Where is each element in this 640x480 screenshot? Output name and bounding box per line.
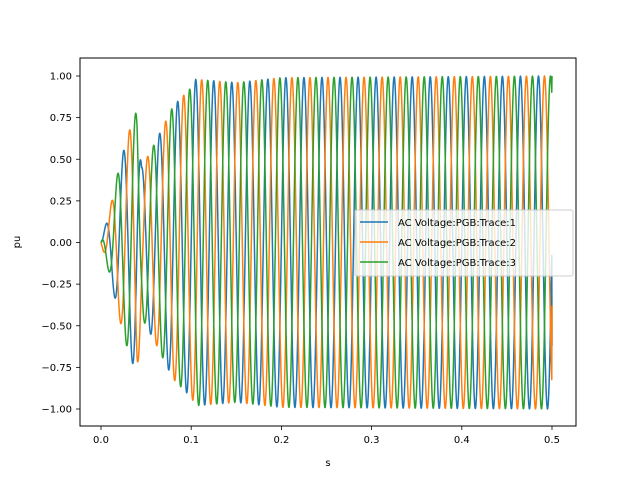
legend-item-trace-2: AC Voltage:PGB:Trace:2 xyxy=(360,238,516,249)
y-axis-ticks: 1.00 0.75 0.50 0.25 0.00 −0.25 −0.50 −0.75 −1.00 xyxy=(41,72,80,416)
x-tick-label: 0.4 xyxy=(454,435,470,446)
x-tick-label: 0.1 xyxy=(183,435,199,446)
x-tick-label: 0.0 xyxy=(93,435,109,446)
series-line-trace-3 xyxy=(100,75,553,410)
plot-frame xyxy=(79,57,577,427)
series-line-trace-1 xyxy=(100,75,553,410)
legend-box xyxy=(354,209,574,277)
legend-item-trace-1: AC Voltage:PGB:Trace:1 xyxy=(360,218,516,229)
y-tick-label: 0.00 xyxy=(50,238,72,249)
y-tick-label: 0.50 xyxy=(50,155,72,166)
y-tick-label: −1.00 xyxy=(41,405,72,416)
y-tick-label: 0.75 xyxy=(50,113,72,124)
legend-label-trace-3: AC Voltage:PGB:Trace:3 xyxy=(398,258,516,269)
x-tick-label: 0.3 xyxy=(364,435,380,446)
y-tick-label: −0.50 xyxy=(41,321,72,332)
y-tick-label: −0.75 xyxy=(41,363,72,374)
legend: AC Voltage:PGB:Trace:1 AC Voltage:PGB:Tr… xyxy=(354,209,574,277)
y-tick-label: 0.25 xyxy=(50,196,72,207)
x-tick-label: 0.2 xyxy=(273,435,289,446)
y-axis-label: pu xyxy=(12,236,23,249)
x-tick-label: 0.5 xyxy=(544,435,560,446)
legend-label-trace-1: AC Voltage:PGB:Trace:1 xyxy=(398,218,516,229)
legend-item-trace-3: AC Voltage:PGB:Trace:3 xyxy=(360,258,516,269)
y-tick-label: −0.25 xyxy=(41,280,72,291)
x-axis-label: s xyxy=(325,458,330,469)
legend-label-trace-2: AC Voltage:PGB:Trace:2 xyxy=(398,238,516,249)
x-axis-ticks: 0.0 0.1 0.2 0.3 0.4 0.5 xyxy=(93,426,560,446)
y-tick-label: 1.00 xyxy=(50,72,72,83)
